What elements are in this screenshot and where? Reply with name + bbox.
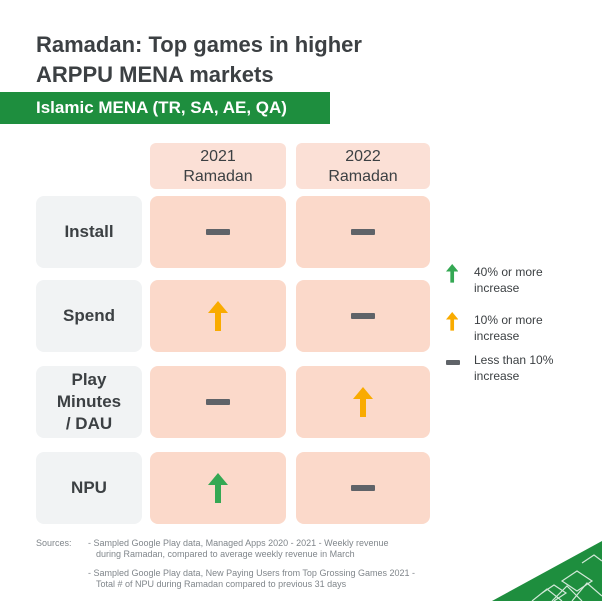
row-label-text: Play: [71, 370, 107, 389]
decorative-pattern-icon: [492, 541, 602, 601]
gray-dash-icon: [351, 229, 375, 235]
source-item-2: - Sampled Google Play data, New Paying U…: [88, 568, 488, 590]
gray-dash-icon: [351, 313, 375, 319]
column-header-period: Ramadan: [328, 168, 398, 185]
legend-label: 10% or more increase: [474, 312, 602, 344]
source-line: Total # of NPU during Ramadan compared t…: [96, 579, 347, 589]
page-title: Ramadan: Top games in higher ARPPU MENA …: [36, 30, 556, 90]
title-line-1: Ramadan: Top games in higher: [36, 32, 362, 57]
row-label-text: Install: [64, 222, 114, 241]
title-line-2: ARPPU MENA markets: [36, 62, 274, 87]
source-line: - Sampled Google Play data, Managed Apps…: [88, 538, 389, 548]
column-header-year: 2022: [345, 148, 381, 165]
legend-label-line: 40% or more: [474, 265, 543, 279]
column-header-2022: 2022 Ramadan: [296, 143, 430, 189]
region-banner-label: Islamic MENA (TR, SA, AE, QA): [36, 98, 287, 117]
legend-label-line: increase: [474, 281, 520, 295]
region-banner: Islamic MENA (TR, SA, AE, QA): [0, 92, 330, 124]
green-up-arrow-icon: [446, 264, 459, 283]
gray-dash-icon: [351, 485, 375, 491]
row-label-text: NPU: [71, 478, 107, 497]
gray-dash-icon: [206, 399, 230, 405]
row-label-text: / DAU: [65, 414, 113, 433]
source-line: during Ramadan, compared to average week…: [96, 549, 355, 559]
legend-label: 40% or more increase: [474, 264, 602, 296]
row-label-text-group: Play Minutes / DAU: [57, 369, 121, 435]
cell-play-minutes-2022: [296, 366, 430, 438]
column-header-2021: 2021 Ramadan: [150, 143, 286, 189]
gray-dash-icon: [446, 360, 460, 365]
orange-up-arrow-icon: [208, 301, 228, 331]
row-label-spend: Spend: [36, 280, 142, 352]
sources-label: Sources:: [36, 538, 72, 548]
row-label-install: Install: [36, 196, 142, 268]
legend-label-line: Less than 10%: [474, 353, 554, 367]
column-header-period: Ramadan: [183, 168, 253, 185]
cell-spend-2021: [150, 280, 286, 352]
row-label-text: Minutes: [56, 392, 122, 411]
gray-dash-icon: [206, 229, 230, 235]
orange-up-arrow-icon: [446, 312, 459, 331]
green-up-arrow-icon: [208, 473, 228, 503]
source-item-1: - Sampled Google Play data, Managed Apps…: [88, 538, 488, 560]
cell-install-2022: [296, 196, 430, 268]
row-label-npu: NPU: [36, 452, 142, 524]
orange-up-arrow-icon: [353, 387, 373, 417]
legend-label-line: 10% or more: [474, 313, 543, 327]
row-label-text: Spend: [63, 306, 115, 325]
legend-label-line: increase: [474, 369, 520, 383]
legend-label: Less than 10% increase: [474, 352, 602, 384]
cell-play-minutes-2021: [150, 366, 286, 438]
legend-label-line: increase: [474, 329, 520, 343]
source-line: - Sampled Google Play data, New Paying U…: [88, 568, 415, 578]
cell-spend-2022: [296, 280, 430, 352]
cell-npu-2022: [296, 452, 430, 524]
row-label-play-minutes-dau: Play Minutes / DAU: [36, 366, 142, 438]
cell-npu-2021: [150, 452, 286, 524]
column-header-year: 2021: [200, 148, 236, 165]
cell-install-2021: [150, 196, 286, 268]
